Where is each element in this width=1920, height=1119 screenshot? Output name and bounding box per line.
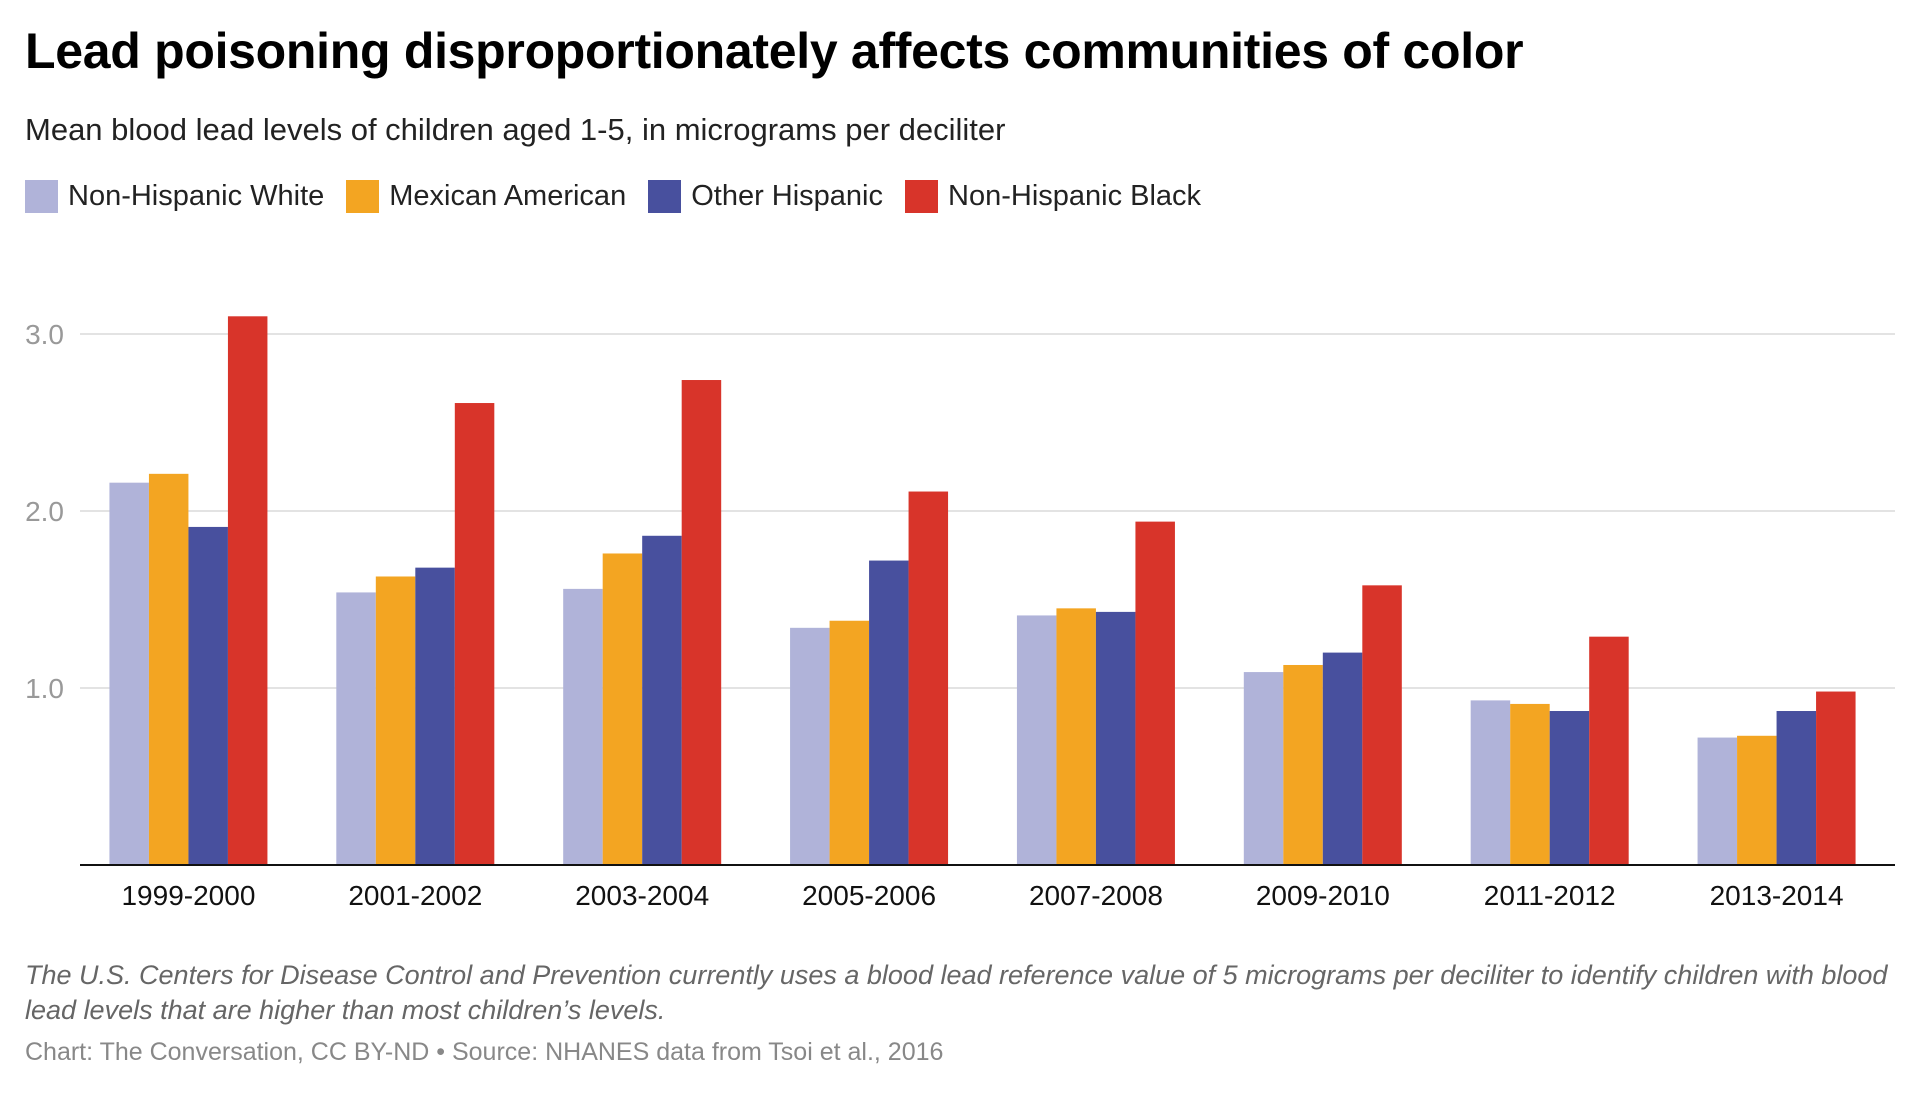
bar-other-hispanic — [188, 526, 228, 865]
x-tick-label: 2007-2008 — [1029, 880, 1163, 911]
bar-other-hispanic — [1776, 711, 1817, 865]
x-tick-label: 1999-2000 — [121, 880, 255, 911]
bar-non-hispanic-white — [1243, 672, 1284, 865]
x-tick-label: 2013-2014 — [1710, 880, 1844, 911]
bar-non-hispanic-white — [563, 588, 603, 865]
bar-other-hispanic — [415, 567, 455, 865]
legend-label: Non-Hispanic White — [68, 180, 325, 212]
bar-other-hispanic — [642, 535, 682, 865]
bar-mexican-american — [1056, 608, 1096, 865]
chart-title: Lead poisoning disproportionately affect… — [25, 23, 1524, 79]
chart-subtitle: Mean blood lead levels of children aged … — [25, 112, 1006, 147]
legend-label: Mexican American — [389, 180, 627, 212]
bar-non-hispanic-white — [109, 482, 149, 865]
bar-other-hispanic — [1322, 652, 1363, 865]
bar-non-hispanic-black — [1816, 691, 1856, 865]
chart-note: The U.S. Centers for Disease Control and… — [25, 960, 1888, 1025]
bar-non-hispanic-white — [790, 627, 830, 865]
bar-non-hispanic-black — [1589, 636, 1629, 865]
legend-item: Other Hispanic — [648, 180, 883, 213]
bar-non-hispanic-black — [454, 403, 495, 865]
bar-mexican-american — [829, 620, 870, 865]
legend-label: Non-Hispanic Black — [948, 180, 1202, 212]
bar-mexican-american — [375, 576, 416, 865]
bar-non-hispanic-black — [681, 380, 722, 865]
bar-non-hispanic-black — [1362, 585, 1402, 865]
bar-mexican-american — [1737, 735, 1777, 865]
bar-non-hispanic-white — [336, 592, 376, 865]
legend-swatch — [346, 180, 380, 213]
bar-chart: 1.0 2.0 3.0 1999-2000 2001-2002 2003-2004 2005… — [25, 316, 1895, 911]
bar-non-hispanic-black — [227, 316, 268, 865]
legend-swatch — [905, 180, 939, 213]
x-tick-label: 2003-2004 — [575, 880, 709, 911]
x-tick-label: 2011-2012 — [1484, 880, 1616, 911]
bar-non-hispanic-white — [1470, 700, 1511, 865]
bar-mexican-american — [1283, 664, 1323, 865]
y-tick-label: 3.0 — [25, 319, 64, 350]
bar-other-hispanic — [869, 560, 909, 865]
legend: Non-Hispanic White Mexican American Other … — [25, 180, 1201, 213]
bar-mexican-american — [148, 473, 189, 865]
legend-swatch — [25, 180, 58, 213]
bar-non-hispanic-black — [1135, 521, 1175, 865]
legend-item: Non-Hispanic Black — [905, 180, 1201, 213]
legend-item: Mexican American — [346, 180, 626, 213]
y-tick-label: 2.0 — [25, 496, 64, 527]
x-tick-label: 2005-2006 — [802, 880, 936, 911]
x-tick-label: 2009-2010 — [1256, 880, 1390, 911]
bar-mexican-american — [602, 553, 643, 865]
y-tick-label: 1.0 — [25, 673, 64, 704]
legend-swatch — [648, 180, 682, 213]
chart-credit: Chart: The Conversation, CC BY-ND • Sour… — [25, 1038, 944, 1066]
bar-non-hispanic-black — [908, 491, 949, 865]
bar-mexican-american — [1510, 703, 1550, 865]
legend-item: Non-Hispanic White — [25, 180, 324, 213]
bar-other-hispanic — [1095, 611, 1136, 865]
bar-other-hispanic — [1549, 711, 1590, 865]
x-tick-label: 2001-2002 — [348, 880, 482, 911]
legend-label: Other Hispanic — [691, 180, 884, 212]
bar-non-hispanic-white — [1016, 615, 1057, 865]
bar-non-hispanic-white — [1697, 737, 1738, 865]
